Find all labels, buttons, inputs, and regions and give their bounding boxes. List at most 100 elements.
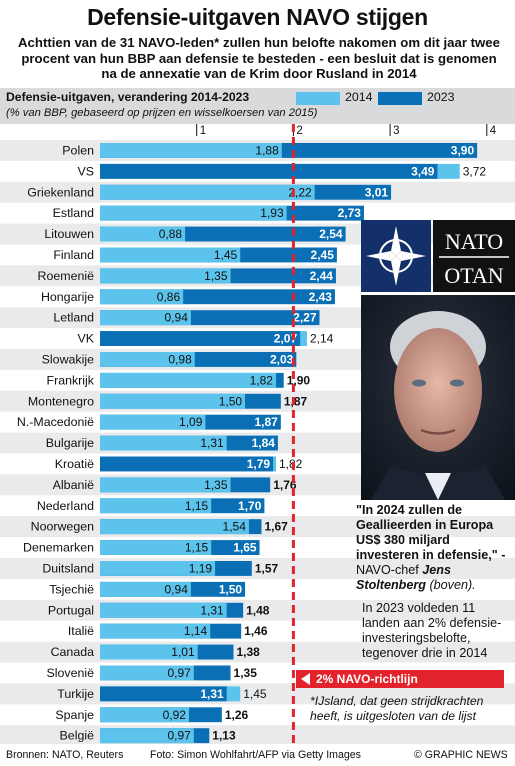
category-label: Polen bbox=[62, 144, 94, 158]
category-label: Griekenland bbox=[27, 185, 94, 199]
quote-text: "In 2024 zullen de Geallieerden in Europ… bbox=[356, 503, 506, 562]
label-2014: 0,94 bbox=[165, 311, 189, 325]
bar-2014 bbox=[100, 435, 227, 451]
category-label: Kroatië bbox=[55, 457, 94, 471]
bar-2014 bbox=[100, 561, 216, 576]
label-2023: 1,26 bbox=[225, 708, 249, 722]
label-2023: 3,90 bbox=[451, 144, 475, 158]
label-2014: 1,45 bbox=[243, 687, 267, 701]
category-label: Estland bbox=[53, 206, 94, 220]
legend-swatch-2014 bbox=[296, 92, 340, 105]
bar-2014 bbox=[100, 268, 231, 284]
label-2023: 3,49 bbox=[411, 164, 435, 178]
label-2023: 1,87 bbox=[284, 394, 308, 408]
bar-2014 bbox=[100, 143, 282, 158]
nato-logo: NATO OTAN bbox=[361, 220, 515, 292]
bar-2014 bbox=[100, 644, 198, 660]
chart-title: Defensie-uitgaven, verandering 2014-2023 bbox=[6, 90, 250, 104]
quote: "In 2024 zullen de Geallieerden in Europ… bbox=[356, 503, 512, 593]
bar-2023 bbox=[100, 686, 227, 702]
category-label: Turkije bbox=[57, 687, 94, 701]
label-2023: 3,01 bbox=[365, 185, 389, 199]
bar-2014 bbox=[100, 184, 315, 200]
label-2014: 1,15 bbox=[185, 541, 209, 555]
category-label: Bulgarije bbox=[46, 436, 94, 450]
label-2023: 1,79 bbox=[247, 457, 271, 471]
label-2014: 1,35 bbox=[204, 269, 228, 283]
label-2023: 2,43 bbox=[309, 290, 333, 304]
category-label: Noorwegen bbox=[31, 520, 94, 534]
x-tick-label: 3 bbox=[393, 125, 399, 137]
bar-2014 bbox=[100, 581, 191, 597]
chart-header-band bbox=[0, 88, 515, 124]
label-2014: 0,94 bbox=[165, 582, 189, 596]
category-label: Slovenië bbox=[46, 666, 94, 680]
label-2023: 2,45 bbox=[311, 248, 335, 262]
category-label: Roemenië bbox=[38, 269, 95, 283]
label-2023: 1,35 bbox=[234, 666, 258, 680]
quote-name: Jens Stoltenberg bbox=[356, 563, 451, 592]
label-2014: 1,82 bbox=[250, 373, 274, 387]
category-label: Litouwen bbox=[44, 227, 94, 241]
bar-2014 bbox=[100, 498, 212, 514]
label-2023: 1,87 bbox=[254, 415, 278, 429]
category-label: Portugal bbox=[48, 603, 94, 617]
bar-2014 bbox=[100, 728, 194, 744]
footer-sources: Bronnen: NATO, Reuters bbox=[6, 749, 124, 761]
label-2023: 1,38 bbox=[236, 645, 260, 659]
category-label: Tsjechië bbox=[49, 582, 94, 596]
bar-2023 bbox=[100, 456, 274, 472]
label-2014: 1,45 bbox=[214, 248, 238, 262]
legend-label-2023: 2023 bbox=[427, 90, 455, 104]
x-tick-label: 2 bbox=[296, 125, 302, 137]
label-2023: 2,44 bbox=[310, 269, 334, 283]
footer-photo-credit: Foto: Simon Wohlfahrt/AFP via Getty Imag… bbox=[150, 749, 361, 761]
arrow-left-icon bbox=[301, 673, 310, 685]
logo-text-nato: NATO bbox=[445, 229, 503, 254]
label-2023: 1,70 bbox=[238, 499, 262, 513]
category-label: N.-Macedonië bbox=[17, 415, 94, 429]
label-2014: 1,50 bbox=[219, 394, 243, 408]
category-label: Denemarken bbox=[23, 541, 94, 555]
title: Defensie-uitgaven NAVO stijgen bbox=[87, 4, 428, 30]
bar-2014 bbox=[100, 393, 246, 409]
label-2014: 1,82 bbox=[279, 457, 303, 471]
label-2014: 0,86 bbox=[157, 290, 181, 304]
label-2023: 2,73 bbox=[338, 206, 362, 220]
label-2014: 0,92 bbox=[163, 708, 187, 722]
label-2014: 1,01 bbox=[171, 645, 195, 659]
label-2014: 1,31 bbox=[200, 436, 224, 450]
chart-note: (% van BBP, gebaseerd op prijzen en wiss… bbox=[6, 107, 318, 119]
category-label: Italië bbox=[68, 624, 94, 638]
category-label: Frankrijk bbox=[47, 373, 95, 387]
category-label: VK bbox=[77, 332, 94, 346]
bar-2014 bbox=[100, 540, 212, 555]
compass-rose-icon bbox=[366, 226, 426, 286]
bar-2014 bbox=[100, 477, 231, 493]
bar-2014 bbox=[100, 289, 184, 305]
category-label: Montenegro bbox=[28, 394, 94, 408]
category-label: Letland bbox=[53, 311, 94, 325]
category-label: Duitsland bbox=[42, 562, 94, 576]
label-2023: 2,07 bbox=[274, 332, 298, 346]
label-2023: 1,57 bbox=[255, 562, 279, 576]
guideline-badge: 2% NAVO-richtlijn bbox=[296, 670, 504, 688]
bar-2023 bbox=[100, 331, 301, 346]
quote-suffix: (boven). bbox=[425, 578, 476, 592]
label-2014: 1,19 bbox=[189, 562, 213, 576]
label-2023: 1,46 bbox=[244, 624, 268, 638]
label-2023: 1,90 bbox=[287, 373, 311, 387]
bar-2014 bbox=[100, 226, 186, 242]
label-2023: 2,27 bbox=[293, 311, 317, 325]
footnote: *IJsland, dat geen strijdkrachten heeft,… bbox=[310, 694, 484, 723]
label-2014: 1,31 bbox=[200, 603, 224, 617]
category-label: Albanië bbox=[53, 478, 94, 492]
label-2014: 1,88 bbox=[255, 144, 279, 158]
label-2023: 1,13 bbox=[212, 729, 236, 743]
label-2014: 2,22 bbox=[288, 185, 312, 199]
guideline-label: 2% NAVO-richtlijn bbox=[316, 672, 418, 686]
logo-text-otan: OTAN bbox=[444, 263, 503, 288]
footer: Bronnen: NATO, Reuters Foto: Simon Wohlf… bbox=[0, 744, 515, 766]
category-label: Slowakije bbox=[42, 353, 94, 367]
x-tick-label: 4 bbox=[490, 125, 497, 137]
